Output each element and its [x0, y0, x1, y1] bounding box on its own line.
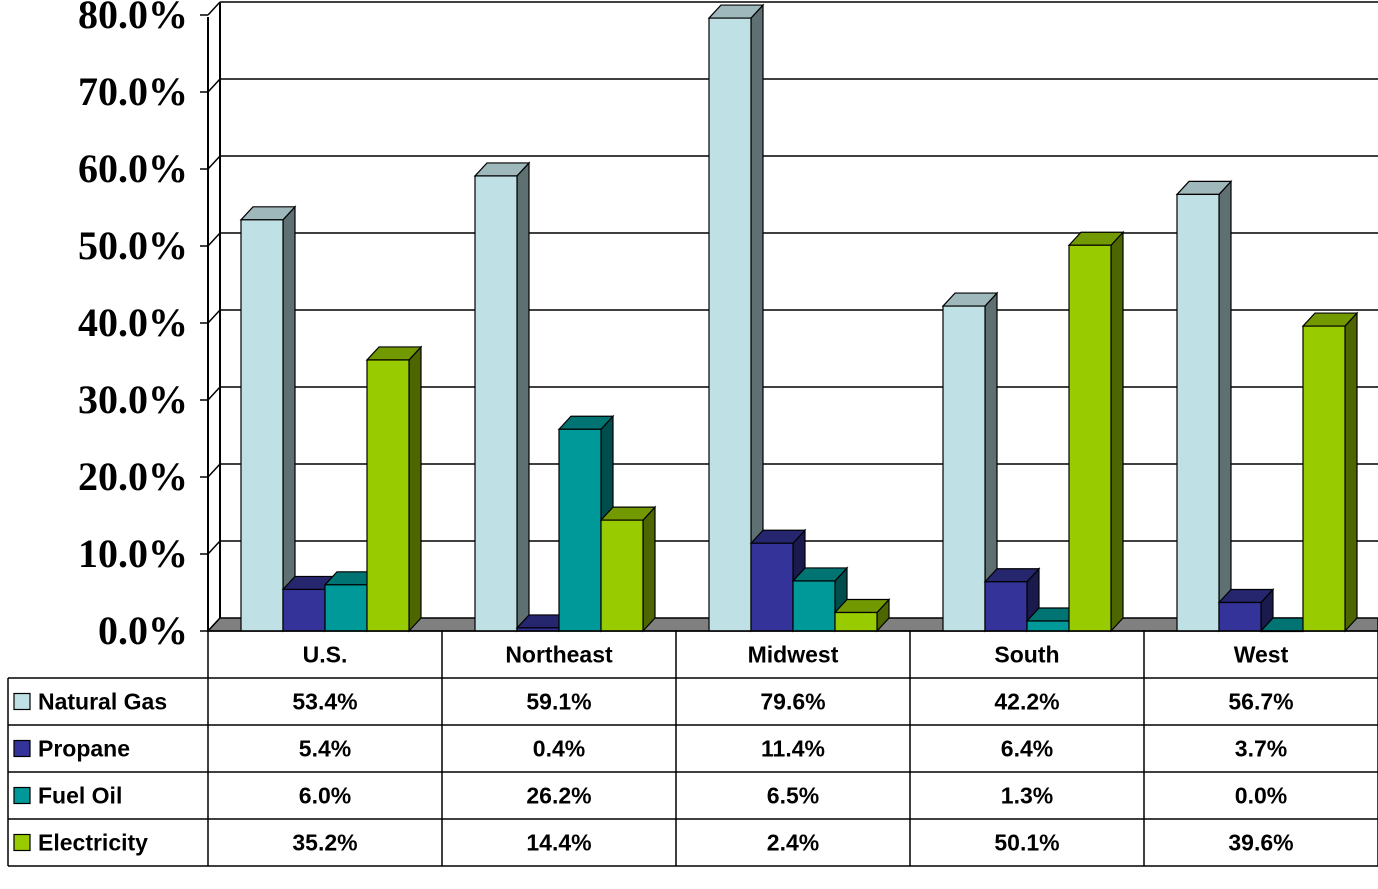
bar — [324, 584, 368, 632]
gridline-slant — [207, 540, 221, 555]
data-label: 53.4% — [292, 689, 357, 715]
bar — [792, 580, 836, 632]
bar — [1218, 601, 1262, 632]
y-tick-label: 80.0% — [78, 0, 188, 37]
category-label: Northeast — [505, 642, 613, 668]
bar — [1176, 193, 1220, 632]
data-label: 14.4% — [526, 830, 591, 856]
data-label: 42.2% — [994, 689, 1059, 715]
data-label: 2.4% — [767, 830, 819, 856]
data-label: 79.6% — [760, 689, 825, 715]
bar-side — [1344, 311, 1358, 633]
data-label: 59.1% — [526, 689, 591, 715]
bars — [239, 3, 1359, 633]
bar-side — [1218, 179, 1232, 633]
bar — [942, 305, 986, 632]
y-tick-label: 20.0% — [78, 454, 188, 499]
gridline-slant — [207, 463, 221, 478]
data-label: 11.4% — [761, 736, 825, 762]
y-tick-label: 30.0% — [78, 377, 188, 422]
data-label: 3.7% — [1235, 736, 1287, 762]
bar — [366, 359, 410, 632]
legend-entry: Electricity — [38, 830, 148, 856]
bar — [750, 542, 794, 632]
gridline-slant — [207, 386, 221, 401]
data-label: 6.4% — [1001, 736, 1053, 762]
y-axis-tick-labels: 0.0% 10.0% 20.0% 30.0% 40.0% 50.0% 60.0% 70.0% 8… — [78, 0, 188, 653]
bar — [1026, 620, 1070, 632]
bar-side — [1110, 230, 1124, 633]
category-label: West — [1234, 642, 1289, 668]
y-tick-label: 0.0% — [98, 608, 188, 653]
gridline-slant — [207, 232, 221, 247]
data-label: 1.3% — [1001, 783, 1053, 809]
data-label: 50.1% — [994, 830, 1059, 856]
bar — [600, 519, 644, 632]
legend-swatch — [13, 692, 31, 711]
data-label: 26.2% — [526, 783, 591, 809]
bar — [708, 17, 752, 632]
bar-side — [642, 505, 656, 633]
legend-entry: Natural Gas — [38, 689, 167, 715]
category-label: U.S. — [303, 642, 348, 668]
gridline-slant — [207, 78, 221, 93]
data-label: 0.0% — [1235, 783, 1287, 809]
legend-swatch — [13, 833, 31, 852]
data-label: 35.2% — [292, 830, 357, 856]
data-label: 6.0% — [299, 783, 351, 809]
bar — [240, 219, 284, 632]
gridline-slant — [207, 1, 221, 16]
legend-swatch — [13, 739, 31, 758]
y-tick-label: 50.0% — [78, 223, 188, 268]
data-label: 6.5% — [767, 783, 819, 809]
bar — [1068, 244, 1112, 632]
gridline-slant — [207, 155, 221, 170]
category-label: South — [994, 642, 1059, 668]
data-label: 39.6% — [1228, 830, 1293, 856]
bar — [282, 588, 326, 632]
y-tick-label: 60.0% — [78, 146, 188, 191]
category-label: Midwest — [748, 642, 839, 668]
bar-side — [516, 161, 530, 633]
legend-entry: Propane — [38, 736, 130, 762]
data-table: U.S. Northeast Midwest South West Natural Gas… — [7, 630, 1378, 867]
gridline-slant — [207, 309, 221, 324]
bar — [1302, 325, 1346, 632]
legend-entry: Fuel Oil — [38, 783, 122, 809]
bar-side — [282, 205, 296, 633]
bar — [474, 175, 518, 632]
data-label: 0.4% — [533, 736, 585, 762]
bar — [558, 428, 602, 632]
bar-side — [408, 345, 422, 633]
data-label: 56.7% — [1228, 689, 1293, 715]
y-tick-label: 10.0% — [78, 531, 188, 576]
y-tick-label: 40.0% — [78, 300, 188, 345]
data-label: 5.4% — [299, 736, 351, 762]
legend-swatch — [13, 786, 31, 805]
y-tick-label: 70.0% — [78, 69, 188, 114]
bar — [984, 581, 1028, 632]
bar — [834, 611, 878, 632]
